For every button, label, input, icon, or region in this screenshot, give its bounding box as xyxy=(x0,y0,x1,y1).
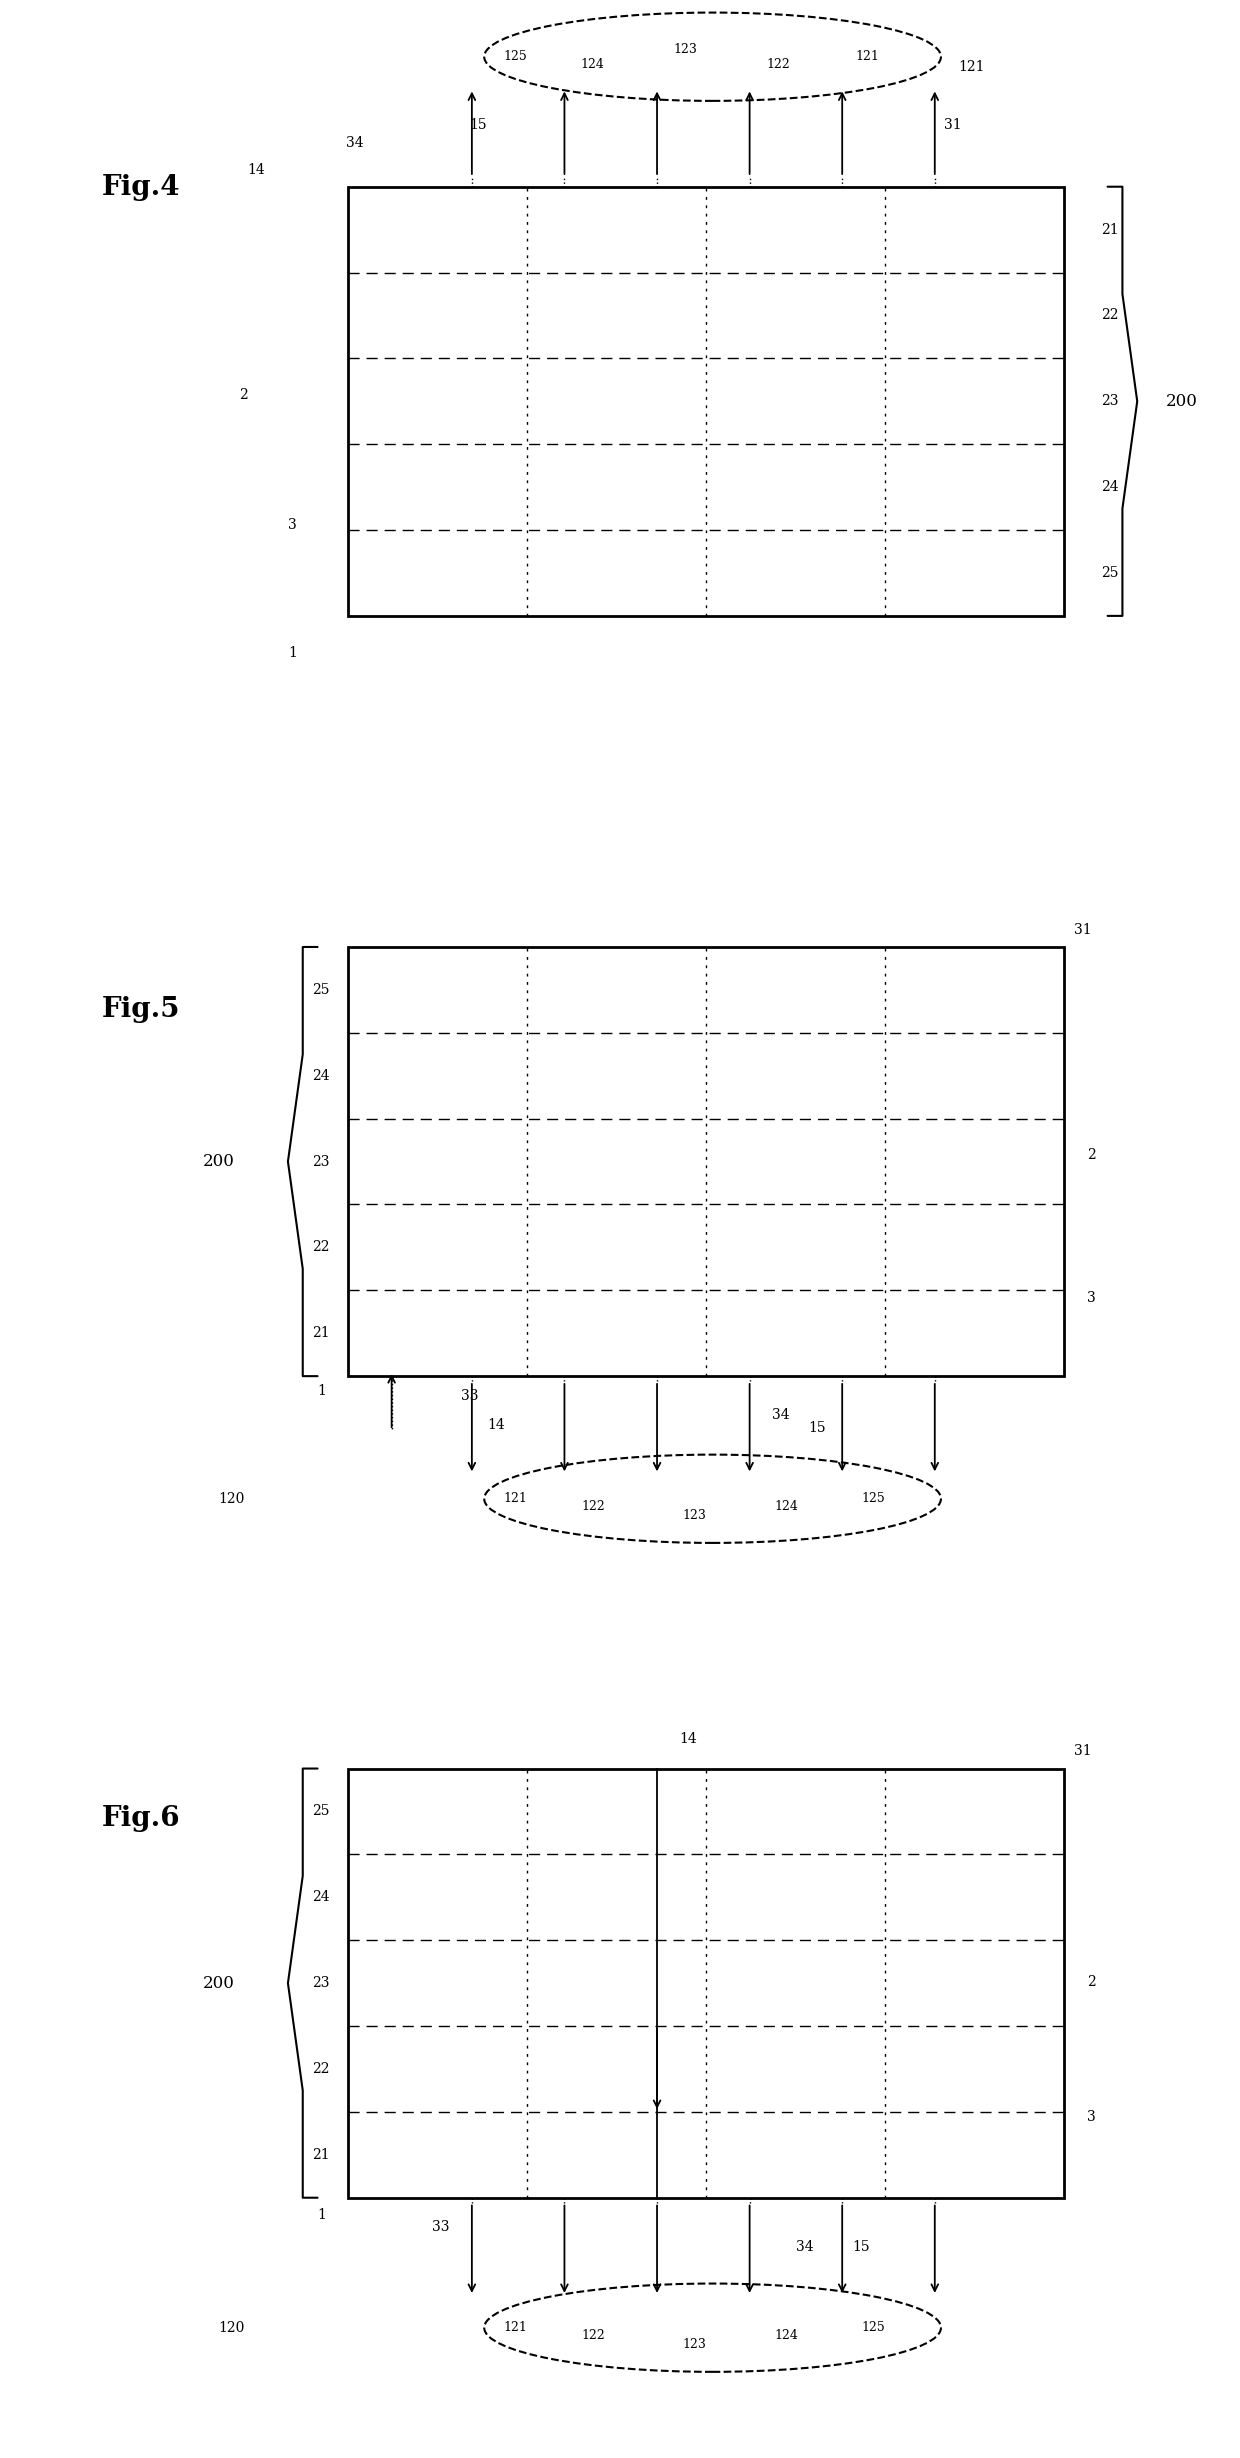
Text: 2: 2 xyxy=(1087,1148,1096,1163)
Text: 24: 24 xyxy=(312,1069,330,1082)
Text: 14: 14 xyxy=(680,1733,697,1745)
Text: 122: 122 xyxy=(582,2328,605,2342)
Text: 124: 124 xyxy=(775,1499,799,1512)
Text: 25: 25 xyxy=(312,1804,330,1819)
Text: 15: 15 xyxy=(469,118,487,133)
Text: 3: 3 xyxy=(1087,1290,1096,1305)
Text: 1: 1 xyxy=(289,646,298,659)
Text: 22: 22 xyxy=(312,1241,330,1254)
Text: 25: 25 xyxy=(312,983,330,998)
Text: 120: 120 xyxy=(218,1492,244,1507)
Text: 33: 33 xyxy=(433,2220,450,2234)
Text: 15: 15 xyxy=(808,1421,826,1435)
Text: 21: 21 xyxy=(312,1327,330,1340)
Text: 24: 24 xyxy=(312,1890,330,1905)
Text: 1: 1 xyxy=(317,1384,326,1399)
Text: 34: 34 xyxy=(771,1408,790,1423)
Text: 34: 34 xyxy=(796,2239,813,2254)
Bar xyxy=(348,187,1064,617)
Text: 123: 123 xyxy=(682,1509,706,1522)
Text: 24: 24 xyxy=(1101,479,1118,494)
Text: 23: 23 xyxy=(312,1155,330,1168)
Text: 125: 125 xyxy=(862,1492,885,1504)
Text: 31: 31 xyxy=(1074,922,1091,936)
Text: 121: 121 xyxy=(854,49,879,64)
Text: 31: 31 xyxy=(945,118,962,133)
Text: 34: 34 xyxy=(346,135,363,150)
Text: 121: 121 xyxy=(503,2320,527,2335)
Text: 200: 200 xyxy=(203,1974,234,1991)
Text: 122: 122 xyxy=(582,1499,605,1512)
Text: 121: 121 xyxy=(503,1492,527,1504)
Text: 14: 14 xyxy=(247,162,264,177)
Bar xyxy=(348,1770,1064,2197)
Text: 125: 125 xyxy=(862,2320,885,2335)
Text: 124: 124 xyxy=(775,2328,799,2342)
Text: 21: 21 xyxy=(1101,224,1118,236)
Text: 3: 3 xyxy=(1087,2109,1096,2124)
Text: 125: 125 xyxy=(503,49,527,64)
Text: Fig.6: Fig.6 xyxy=(102,1804,180,1831)
Text: 122: 122 xyxy=(766,57,790,71)
Text: 2: 2 xyxy=(239,388,248,403)
Text: 21: 21 xyxy=(312,2148,330,2161)
Text: 2: 2 xyxy=(1087,1974,1096,1989)
Text: 22: 22 xyxy=(312,2062,330,2077)
Text: 31: 31 xyxy=(1074,1745,1091,1757)
Text: 23: 23 xyxy=(312,1976,330,1991)
Text: Fig.4: Fig.4 xyxy=(102,175,180,202)
Text: 123: 123 xyxy=(682,2338,706,2352)
Text: 3: 3 xyxy=(289,519,298,531)
Text: 25: 25 xyxy=(1101,565,1118,580)
Text: 123: 123 xyxy=(673,42,697,57)
Text: 23: 23 xyxy=(1101,393,1118,408)
Text: 200: 200 xyxy=(1166,393,1198,410)
Bar xyxy=(348,946,1064,1376)
Text: 1: 1 xyxy=(317,2207,326,2222)
Text: 124: 124 xyxy=(580,57,605,71)
Text: 120: 120 xyxy=(218,2320,244,2335)
Text: 15: 15 xyxy=(852,2239,869,2254)
Text: 22: 22 xyxy=(1101,307,1118,322)
Text: 121: 121 xyxy=(959,59,985,74)
Text: 33: 33 xyxy=(460,1389,479,1404)
Text: 200: 200 xyxy=(203,1153,234,1170)
Text: 14: 14 xyxy=(487,1418,506,1433)
Text: Fig.5: Fig.5 xyxy=(102,995,180,1023)
